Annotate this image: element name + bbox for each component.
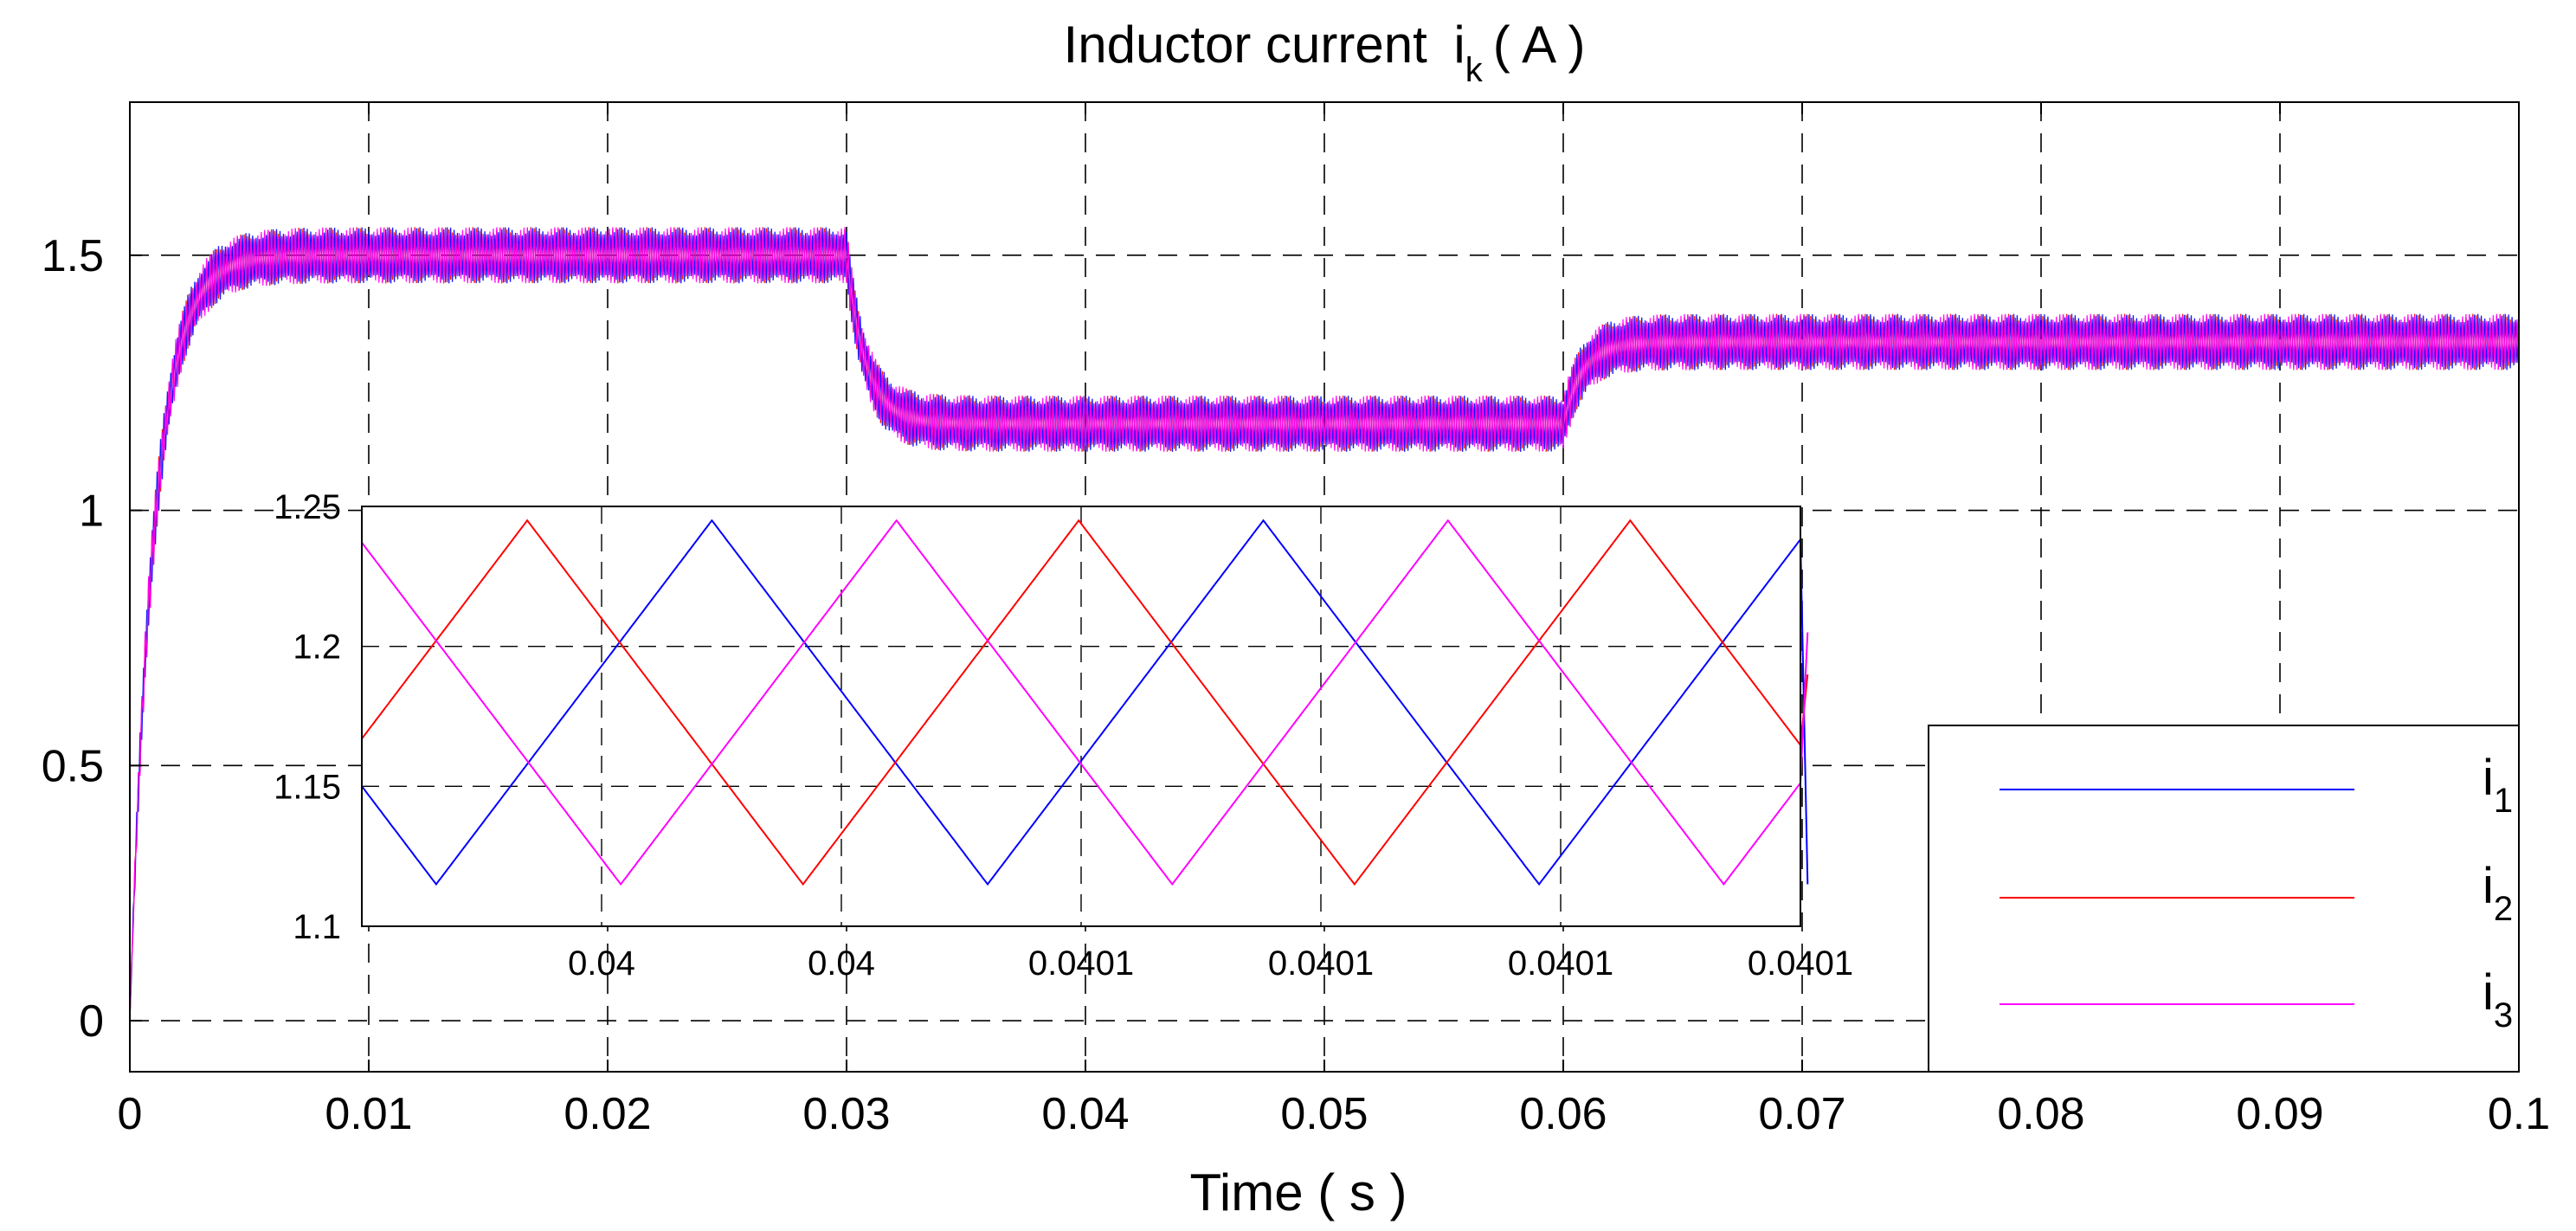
x-axis-label: Time ( s ) bbox=[1189, 1163, 1407, 1221]
inset-series-i1-line bbox=[361, 519, 1809, 886]
legend: i1 i2 i3 bbox=[1928, 725, 2520, 1073]
y-tick-label: 0.5 bbox=[42, 741, 104, 791]
x-tick-label: 0.05 bbox=[1280, 1089, 1368, 1139]
x-tick-label: 0.03 bbox=[802, 1089, 890, 1139]
main-tick-labels: 0 0.01 0.02 0.03 0.04 0.05 0.06 0.07 0.08 0.09 0.1… bbox=[42, 102, 2550, 1139]
legend-label-i3: i3 bbox=[2483, 964, 2513, 1034]
inset-grid bbox=[362, 506, 1800, 926]
y-tick-label: 1.5 bbox=[42, 231, 104, 281]
x-tick-label: 0.02 bbox=[564, 1089, 651, 1139]
inset-y-tick-label: 1.2 bbox=[293, 628, 341, 667]
inset-frame bbox=[361, 506, 1801, 927]
inset-x-tick-label: 0.04 bbox=[808, 944, 875, 983]
inset-series-i3-line bbox=[361, 519, 1809, 886]
legend-label-i1: i1 bbox=[2483, 750, 2513, 820]
chart-title-symbol: i bbox=[1453, 16, 1465, 74]
x-tick-label: 0.1 bbox=[2488, 1089, 2550, 1139]
chart-title-subscript: k bbox=[1465, 51, 1484, 89]
inset-x-tick-label: 0.0401 bbox=[1028, 944, 1134, 983]
inset-y-tick-label: 1.1 bbox=[293, 908, 341, 946]
inset-y-tick-label: 1.25 bbox=[274, 488, 341, 526]
chart-title-text: Inductor current bbox=[1064, 16, 1428, 74]
y-tick-label: 0 bbox=[79, 996, 104, 1047]
y-tick-label: 1 bbox=[79, 487, 104, 537]
x-tick-label: 0.07 bbox=[1758, 1089, 1845, 1139]
inset-x-tick-label: 0.0401 bbox=[1508, 944, 1613, 983]
chart-title: Inductor current ik( A ) bbox=[1064, 16, 1586, 89]
x-tick-label: 0.01 bbox=[325, 1089, 412, 1139]
inset-x-tick-label: 0.04 bbox=[568, 944, 635, 983]
series-i3-line bbox=[129, 227, 2520, 1022]
legend-label-i2: i2 bbox=[2483, 858, 2513, 928]
inset-series-i2-line bbox=[361, 519, 1809, 886]
inset-y-tick-label: 1.15 bbox=[274, 768, 341, 806]
inset-x-tick-label: 0.0401 bbox=[1268, 944, 1374, 983]
x-tick-label: 0.06 bbox=[1519, 1089, 1607, 1139]
x-tick-label: 0.04 bbox=[1041, 1089, 1129, 1139]
main-data-series bbox=[129, 227, 2520, 1022]
x-tick-label: 0 bbox=[118, 1089, 143, 1139]
inset-x-tick-label: 0.0401 bbox=[1748, 944, 1853, 983]
inset-plot: 0.04 0.04 0.0401 0.0401 0.0401 0.0401 1.1 1.15 1… bbox=[274, 488, 1853, 983]
x-tick-label: 0.08 bbox=[1997, 1089, 2084, 1139]
x-tick-label: 0.09 bbox=[2236, 1089, 2323, 1139]
inset-tick-labels: 0.04 0.04 0.0401 0.0401 0.0401 0.0401 1.1 1.15 1… bbox=[274, 488, 1853, 983]
chart-title-unit: ( A ) bbox=[1493, 16, 1586, 74]
inset-data-series bbox=[361, 519, 1809, 886]
